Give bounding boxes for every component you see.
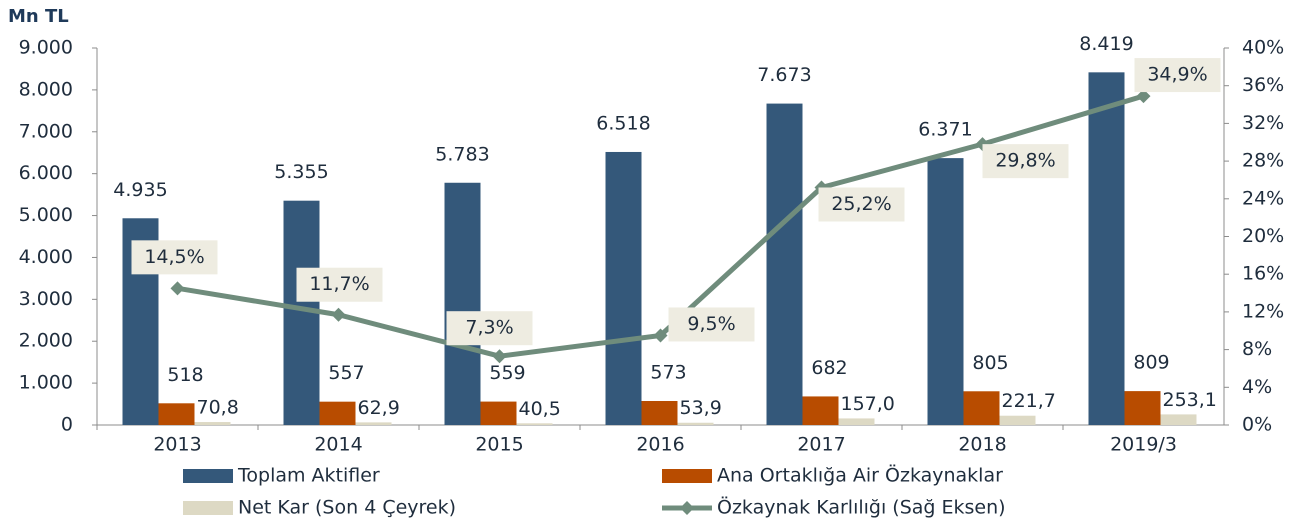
y2-tick-label: 4% <box>1242 376 1272 398</box>
label-box <box>668 307 755 342</box>
data-label: 682 <box>811 357 847 379</box>
y-tick-label: 5.000 <box>19 204 73 226</box>
bar <box>1124 391 1161 425</box>
data-label: 34,9% <box>1147 64 1207 86</box>
data-label: 62,9 <box>358 397 400 419</box>
bar <box>355 422 392 425</box>
marker <box>170 281 185 296</box>
y-tick-label: 4.000 <box>19 246 73 268</box>
y-tick-label: 0 <box>61 414 73 436</box>
data-label: 40,5 <box>519 398 561 420</box>
y-tick-label: 8.000 <box>19 78 73 100</box>
x-tick-label: 2017 <box>797 434 845 456</box>
bar <box>1088 72 1125 425</box>
label-box <box>982 144 1069 179</box>
data-label: 7.673 <box>757 64 811 86</box>
label-box <box>131 240 218 275</box>
y2-tick-label: 32% <box>1242 112 1284 134</box>
data-label: 221,7 <box>1002 390 1056 412</box>
legend-label: Ana Ortaklığa Air Özkaynaklar <box>717 464 1003 487</box>
bar <box>516 423 553 425</box>
bar <box>838 418 875 425</box>
x-tick-label: 2015 <box>475 434 523 456</box>
label-box <box>446 311 533 346</box>
data-label: 53,9 <box>680 397 722 419</box>
bar <box>194 422 231 425</box>
y2-tick-label: 20% <box>1242 225 1284 247</box>
data-label: 70,8 <box>197 397 239 419</box>
data-label: 11,7% <box>309 273 369 295</box>
x-tick-label: 2018 <box>958 434 1006 456</box>
data-label: 559 <box>489 362 525 384</box>
legend-swatch <box>183 501 233 515</box>
y2-tick-label: 24% <box>1242 187 1284 209</box>
legend-marker <box>680 501 694 515</box>
legend-label: Özkaynak Karlılığı (Sağ Eksen) <box>717 496 1006 519</box>
bar <box>677 422 714 425</box>
legend-label: Toplam Aktifler <box>237 465 380 487</box>
data-label: 7,3% <box>465 317 513 339</box>
bar <box>963 391 1000 425</box>
y-tick-label: 2.000 <box>19 330 73 352</box>
bar <box>641 400 678 425</box>
data-label: 5.783 <box>435 143 489 165</box>
data-label: 557 <box>328 362 364 384</box>
data-label: 8.419 <box>1079 33 1133 55</box>
data-label: 25,2% <box>831 193 891 215</box>
y-axis-label: Mn TL <box>8 6 69 27</box>
legend-swatch <box>183 469 233 483</box>
y-tick-label: 1.000 <box>19 372 73 394</box>
bar <box>480 401 517 425</box>
y-tick-label: 7.000 <box>19 120 73 142</box>
data-label: 14,5% <box>144 246 204 268</box>
data-label: 4.935 <box>113 179 167 201</box>
data-label: 29,8% <box>995 150 1055 172</box>
marker <box>653 328 668 343</box>
data-label: 9,5% <box>687 313 735 335</box>
legend-swatch <box>662 469 712 483</box>
marker <box>331 307 346 322</box>
data-label: 518 <box>167 364 203 386</box>
x-tick-label: 2013 <box>153 434 201 456</box>
data-label: 253,1 <box>1163 389 1217 411</box>
y2-tick-label: 8% <box>1242 338 1272 360</box>
bar <box>605 151 642 426</box>
legend-label: Net Kar (Son 4 Çeyrek) <box>238 497 456 519</box>
y-tick-label: 6.000 <box>19 162 73 184</box>
x-tick-label: 2016 <box>636 434 684 456</box>
marker <box>1136 89 1151 104</box>
y2-tick-label: 0% <box>1242 414 1272 436</box>
y2-tick-label: 36% <box>1242 74 1284 96</box>
bar <box>1160 414 1197 425</box>
bar <box>766 103 803 426</box>
y2-tick-label: 40% <box>1242 37 1284 59</box>
x-tick-label: 2014 <box>314 434 362 456</box>
bar <box>927 158 964 425</box>
label-box <box>296 267 383 302</box>
line <box>177 93 1145 359</box>
data-label: 573 <box>650 361 686 383</box>
marker <box>492 349 507 364</box>
data-label: 805 <box>972 352 1008 374</box>
data-label: 157,0 <box>841 393 895 415</box>
y2-tick-label: 28% <box>1242 150 1284 172</box>
y2-tick-label: 16% <box>1242 263 1284 285</box>
data-label: 5.355 <box>274 161 328 183</box>
label-box <box>1134 58 1221 93</box>
bar <box>158 403 195 425</box>
data-label: 809 <box>1133 352 1169 374</box>
x-tick-label: 2019/3 <box>1110 434 1177 456</box>
y2-tick-label: 12% <box>1242 300 1284 322</box>
data-label: 6.518 <box>596 112 650 134</box>
y-tick-label: 9.000 <box>19 37 73 59</box>
y-tick-label: 3.000 <box>19 288 73 310</box>
label-box <box>818 187 905 222</box>
bar <box>444 182 481 425</box>
data-label: 6.371 <box>918 119 972 141</box>
bar <box>319 401 356 425</box>
bar <box>999 415 1036 425</box>
bar <box>802 396 839 425</box>
